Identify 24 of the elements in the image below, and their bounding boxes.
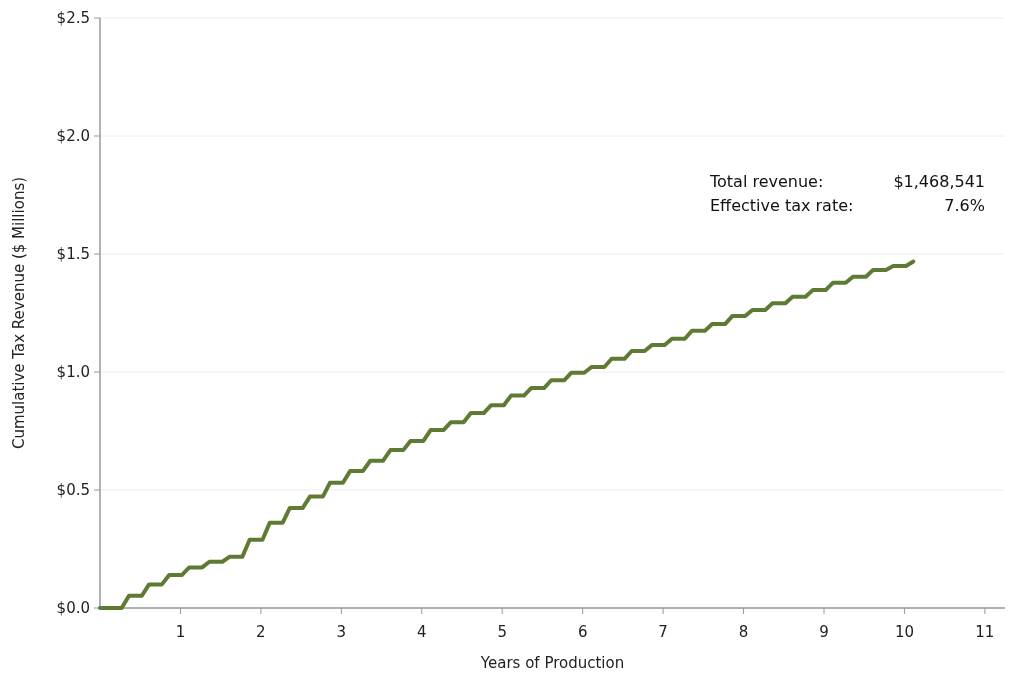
x-tick-label: 4 [417, 623, 427, 641]
x-tick-label: 9 [819, 623, 829, 641]
x-tick-label: 1 [175, 623, 186, 641]
annotation: $1,468,541 [893, 172, 985, 191]
x-axis-title: Years of Production [479, 654, 625, 672]
line-series [98, 259, 916, 610]
y-tick-label: $2.0 [56, 127, 90, 146]
annotation: 7.6% [944, 196, 985, 215]
y-tick-label: $0.5 [56, 481, 90, 500]
annotation: Effective tax rate: [710, 196, 854, 215]
x-tick-label: 10 [894, 623, 914, 641]
x-tick-label: 6 [577, 623, 588, 641]
y-axis-title: Cumulative Tax Revenue ($ Millions) [10, 176, 28, 450]
x-tick-label: 7 [658, 623, 668, 641]
x-tick-label: 11 [975, 623, 995, 641]
y-tick-label: $0.0 [56, 599, 90, 618]
x-tick-label: 8 [738, 623, 749, 641]
y-tick-label: $1.5 [56, 245, 90, 264]
x-tick-label: 3 [336, 623, 347, 641]
x-tick-label: 5 [497, 623, 507, 641]
x-tick-label: 2 [256, 623, 266, 641]
y-tick-label: $2.5 [56, 9, 90, 28]
annotation: Total revenue: [709, 172, 824, 191]
y-tick-label: $1.0 [56, 363, 90, 382]
